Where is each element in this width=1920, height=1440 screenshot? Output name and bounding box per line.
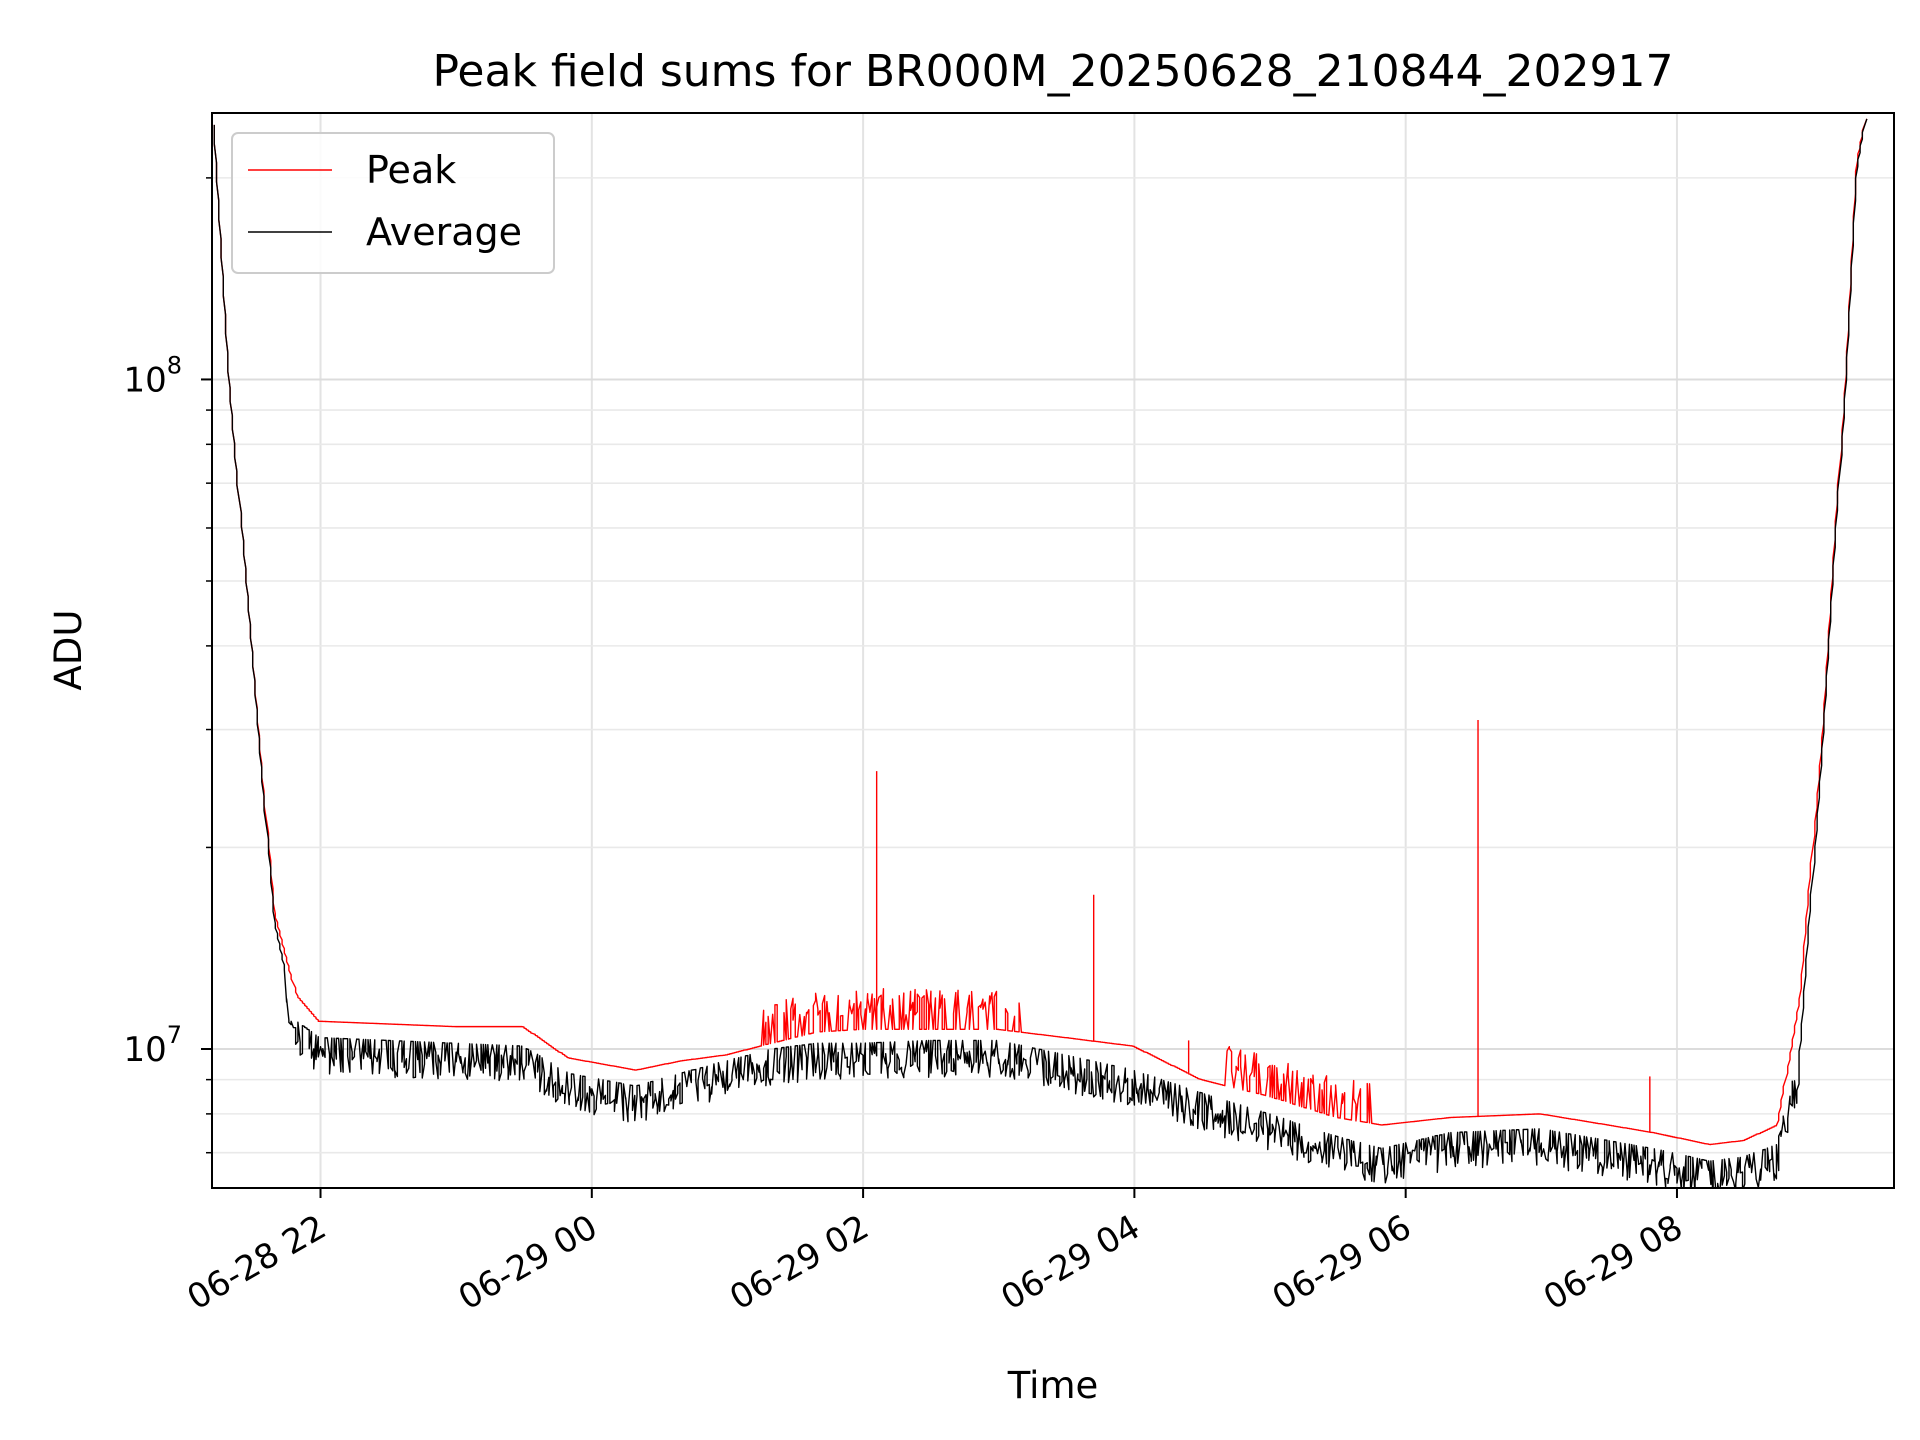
legend-box bbox=[231, 132, 555, 274]
legend-label-average: Average bbox=[366, 210, 522, 254]
y-tick-label: 108 bbox=[123, 351, 182, 400]
legend-label-peak: Peak bbox=[366, 148, 456, 192]
plot-frame bbox=[211, 112, 1895, 1189]
x-tick-label: 06-29 00 bbox=[452, 1207, 604, 1318]
legend: Peak Average bbox=[231, 132, 555, 274]
series-average-line bbox=[213, 118, 1868, 1188]
x-axis-label: Time bbox=[1007, 1364, 1099, 1407]
x-tick-label: 06-29 08 bbox=[1537, 1207, 1689, 1318]
chart-title: Peak field sums for BR000M_20250628_2108… bbox=[432, 46, 1673, 97]
y-tick-label: 107 bbox=[123, 1021, 182, 1070]
y-tick-exponent: 8 bbox=[167, 351, 182, 379]
plot-series bbox=[213, 118, 1868, 1188]
x-tick-label: 06-29 04 bbox=[994, 1207, 1146, 1318]
axis-ticks: 06-28 22 06-29 00 06-29 02 06-29 04 06-29 06… bbox=[123, 177, 1689, 1318]
series-peak-line bbox=[213, 118, 1868, 1146]
x-tick-label: 06-29 02 bbox=[723, 1207, 875, 1318]
y-axis-label: ADU bbox=[47, 610, 90, 691]
x-tick-label: 06-29 06 bbox=[1266, 1207, 1418, 1318]
y-tick-exponent: 7 bbox=[167, 1021, 182, 1049]
grid bbox=[212, 113, 1894, 1188]
x-tick-label: 06-28 22 bbox=[181, 1207, 333, 1318]
